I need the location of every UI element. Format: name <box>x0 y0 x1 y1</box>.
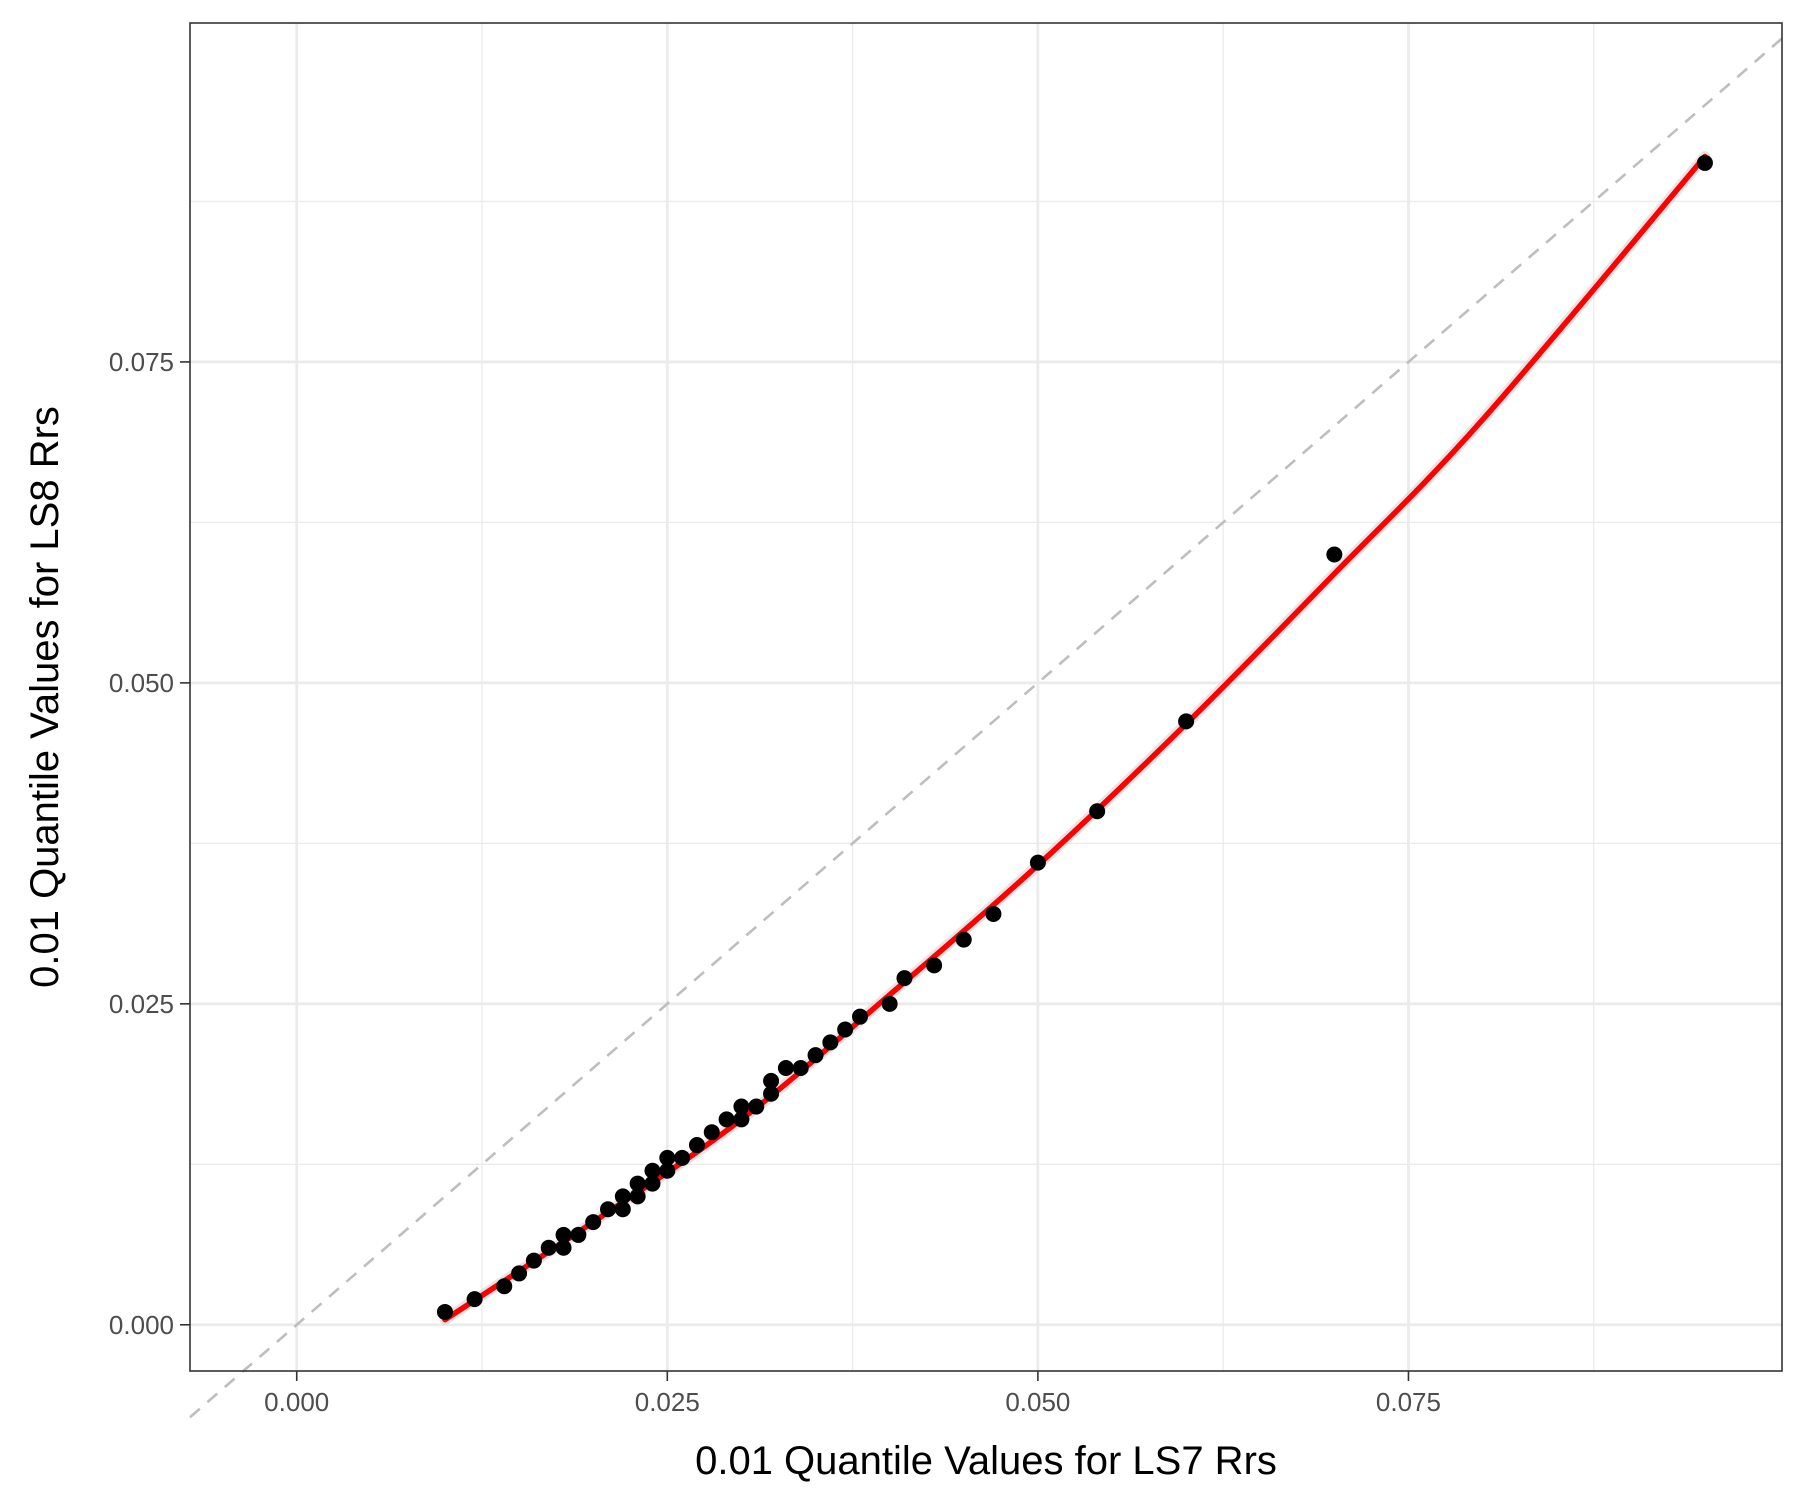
panel-border <box>189 22 1783 1372</box>
y-tick-label: 0.050 <box>109 668 174 698</box>
data-point <box>570 1226 587 1243</box>
data-point <box>644 1162 661 1179</box>
data-point <box>496 1278 513 1295</box>
data-point <box>614 1188 631 1205</box>
y-tick-label: 0.025 <box>109 989 174 1019</box>
data-point <box>525 1252 542 1269</box>
data-point <box>748 1098 765 1115</box>
data-point <box>763 1085 780 1102</box>
x-axis-ticks: 0.000 0.025 0.050 0.075 <box>264 1371 1441 1417</box>
x-tick-label: 0.050 <box>1005 1387 1070 1417</box>
data-point <box>985 905 1002 922</box>
data-point <box>733 1098 750 1115</box>
data-point <box>792 1060 809 1077</box>
y-tick-label: 0.000 <box>109 1310 174 1340</box>
data-point <box>1178 713 1195 730</box>
data-point <box>629 1188 646 1205</box>
data-point <box>718 1111 735 1128</box>
data-point <box>436 1303 453 1320</box>
data-point <box>733 1111 750 1128</box>
y-axis-ticks: 0.000 0.025 0.050 0.075 <box>109 347 190 1340</box>
grid <box>190 23 1782 1371</box>
data-points <box>436 154 1713 1320</box>
data-point <box>614 1201 631 1218</box>
data-point <box>837 1021 854 1038</box>
data-point <box>659 1162 676 1179</box>
data-point <box>822 1034 839 1051</box>
x-tick-label: 0.000 <box>264 1387 329 1417</box>
data-point <box>659 1149 676 1166</box>
data-point <box>688 1137 705 1154</box>
reference-line <box>189 37 1783 1419</box>
data-point <box>1696 154 1713 171</box>
x-tick-label: 0.075 <box>1376 1387 1441 1417</box>
data-point <box>1326 546 1343 563</box>
x-tick-label: 0.025 <box>635 1387 700 1417</box>
data-point <box>955 931 972 948</box>
data-point <box>600 1201 617 1218</box>
data-point <box>674 1149 691 1166</box>
y-axis-title: 0.01 Quantile Values for LS8 Rrs <box>23 406 67 988</box>
data-point <box>511 1265 528 1282</box>
data-point <box>644 1175 661 1192</box>
data-point <box>763 1072 780 1089</box>
data-point <box>540 1239 557 1256</box>
panel-background <box>190 23 1782 1371</box>
data-point <box>881 995 898 1012</box>
data-point <box>1029 854 1046 871</box>
data-point <box>896 970 913 987</box>
identity-line <box>189 37 1783 1419</box>
x-axis-title: 0.01 Quantile Values for LS7 Rrs <box>695 1439 1277 1483</box>
data-point <box>555 1226 572 1243</box>
data-point <box>585 1214 602 1231</box>
y-tick-label: 0.075 <box>109 347 174 377</box>
data-point <box>555 1239 572 1256</box>
data-point <box>629 1175 646 1192</box>
data-point <box>852 1008 869 1025</box>
data-point <box>926 957 943 974</box>
data-point <box>1089 803 1106 820</box>
data-point <box>466 1291 483 1308</box>
data-point <box>703 1124 720 1141</box>
data-point <box>807 1047 824 1064</box>
data-point <box>777 1060 794 1077</box>
